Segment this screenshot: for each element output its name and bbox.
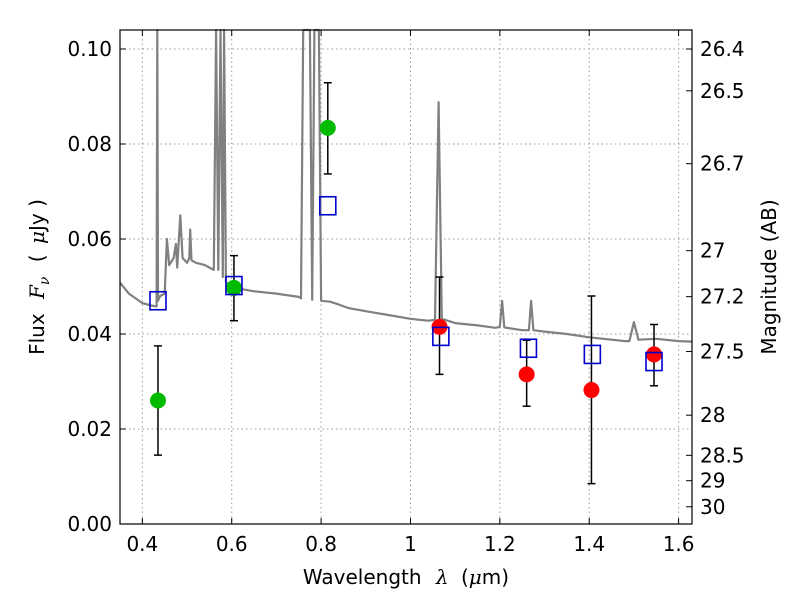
mag-tick-label: 28 — [700, 403, 725, 427]
mag-tick-label: 28.5 — [700, 443, 745, 467]
y2-axis-label: Magnitude (AB) — [757, 199, 781, 354]
y-axis-label-unit-mu: μ — [25, 231, 49, 244]
mag-tick-label: 30 — [700, 495, 725, 519]
mag-tick-label: 27.2 — [700, 285, 745, 309]
mag-tick-label: 26.5 — [700, 79, 745, 103]
x-tick-label: 0.6 — [216, 532, 248, 556]
x-tick-label: 1 — [404, 532, 417, 556]
model-band-point — [519, 338, 538, 359]
x-tick-label: 1.6 — [663, 532, 695, 556]
y-tick-label: 0.04 — [67, 322, 112, 346]
data-points — [149, 81, 663, 485]
mag-tick-label: 29 — [700, 469, 725, 493]
x-axis-label-unit-open: ( — [461, 565, 469, 589]
x-tick-label: 1.4 — [573, 532, 605, 556]
data-point — [518, 366, 535, 383]
mag-tick-label: 27 — [700, 239, 725, 263]
data-point — [319, 119, 336, 136]
mag-tick-label: 26.4 — [700, 37, 745, 61]
model-band-point — [583, 344, 602, 365]
plot-frame — [119, 29, 693, 525]
data-point — [583, 382, 600, 399]
x-tick-label: 0.8 — [305, 532, 337, 556]
model-band-point — [318, 195, 337, 216]
data-point — [149, 392, 166, 409]
y-axis-label-symbol: F — [25, 284, 49, 300]
y-tick-label: 0.08 — [67, 132, 112, 156]
y-axis-label-unit-rest: Jy ) — [25, 199, 49, 233]
model-band-point — [225, 275, 243, 296]
y-axis-label: Flux Fν ( μJy ) — [25, 199, 54, 355]
model-band-point — [432, 326, 450, 347]
data-point — [646, 346, 663, 363]
y-tick-label: 0.06 — [67, 227, 112, 251]
y-axis-label-unit-open: ( — [25, 254, 49, 262]
y-axis-label-subscript: ν — [37, 276, 53, 285]
y-tick-label: 0.02 — [67, 417, 112, 441]
x-tick-label: 0.4 — [126, 532, 158, 556]
x-tick-label: 1.2 — [484, 532, 516, 556]
y-tick-label: 0.10 — [67, 37, 112, 61]
x-axis-label: Wavelength λ (μm) — [303, 565, 509, 589]
mag-tick-label: 27.5 — [700, 340, 745, 364]
mag-tick-label: 26.7 — [700, 152, 745, 176]
y-axis-label-text: Flux — [25, 313, 49, 355]
x-axis-label-text: Wavelength — [303, 565, 422, 589]
model-band-point — [645, 351, 663, 372]
axis-ticks: 0.4 0.6 0.8 1 1.2 1.4 1.6 0.00 0.02 0.04 0.06 0.08 0… — [67, 30, 745, 556]
y-tick-label: 0.00 — [67, 512, 112, 536]
x-axis-label-unit-mu: μ — [469, 565, 482, 589]
x-axis-label-symbol: λ — [435, 565, 449, 589]
model-band-point — [149, 290, 167, 311]
data-point — [225, 279, 242, 296]
x-axis-label-unit-rest: m) — [482, 565, 509, 589]
